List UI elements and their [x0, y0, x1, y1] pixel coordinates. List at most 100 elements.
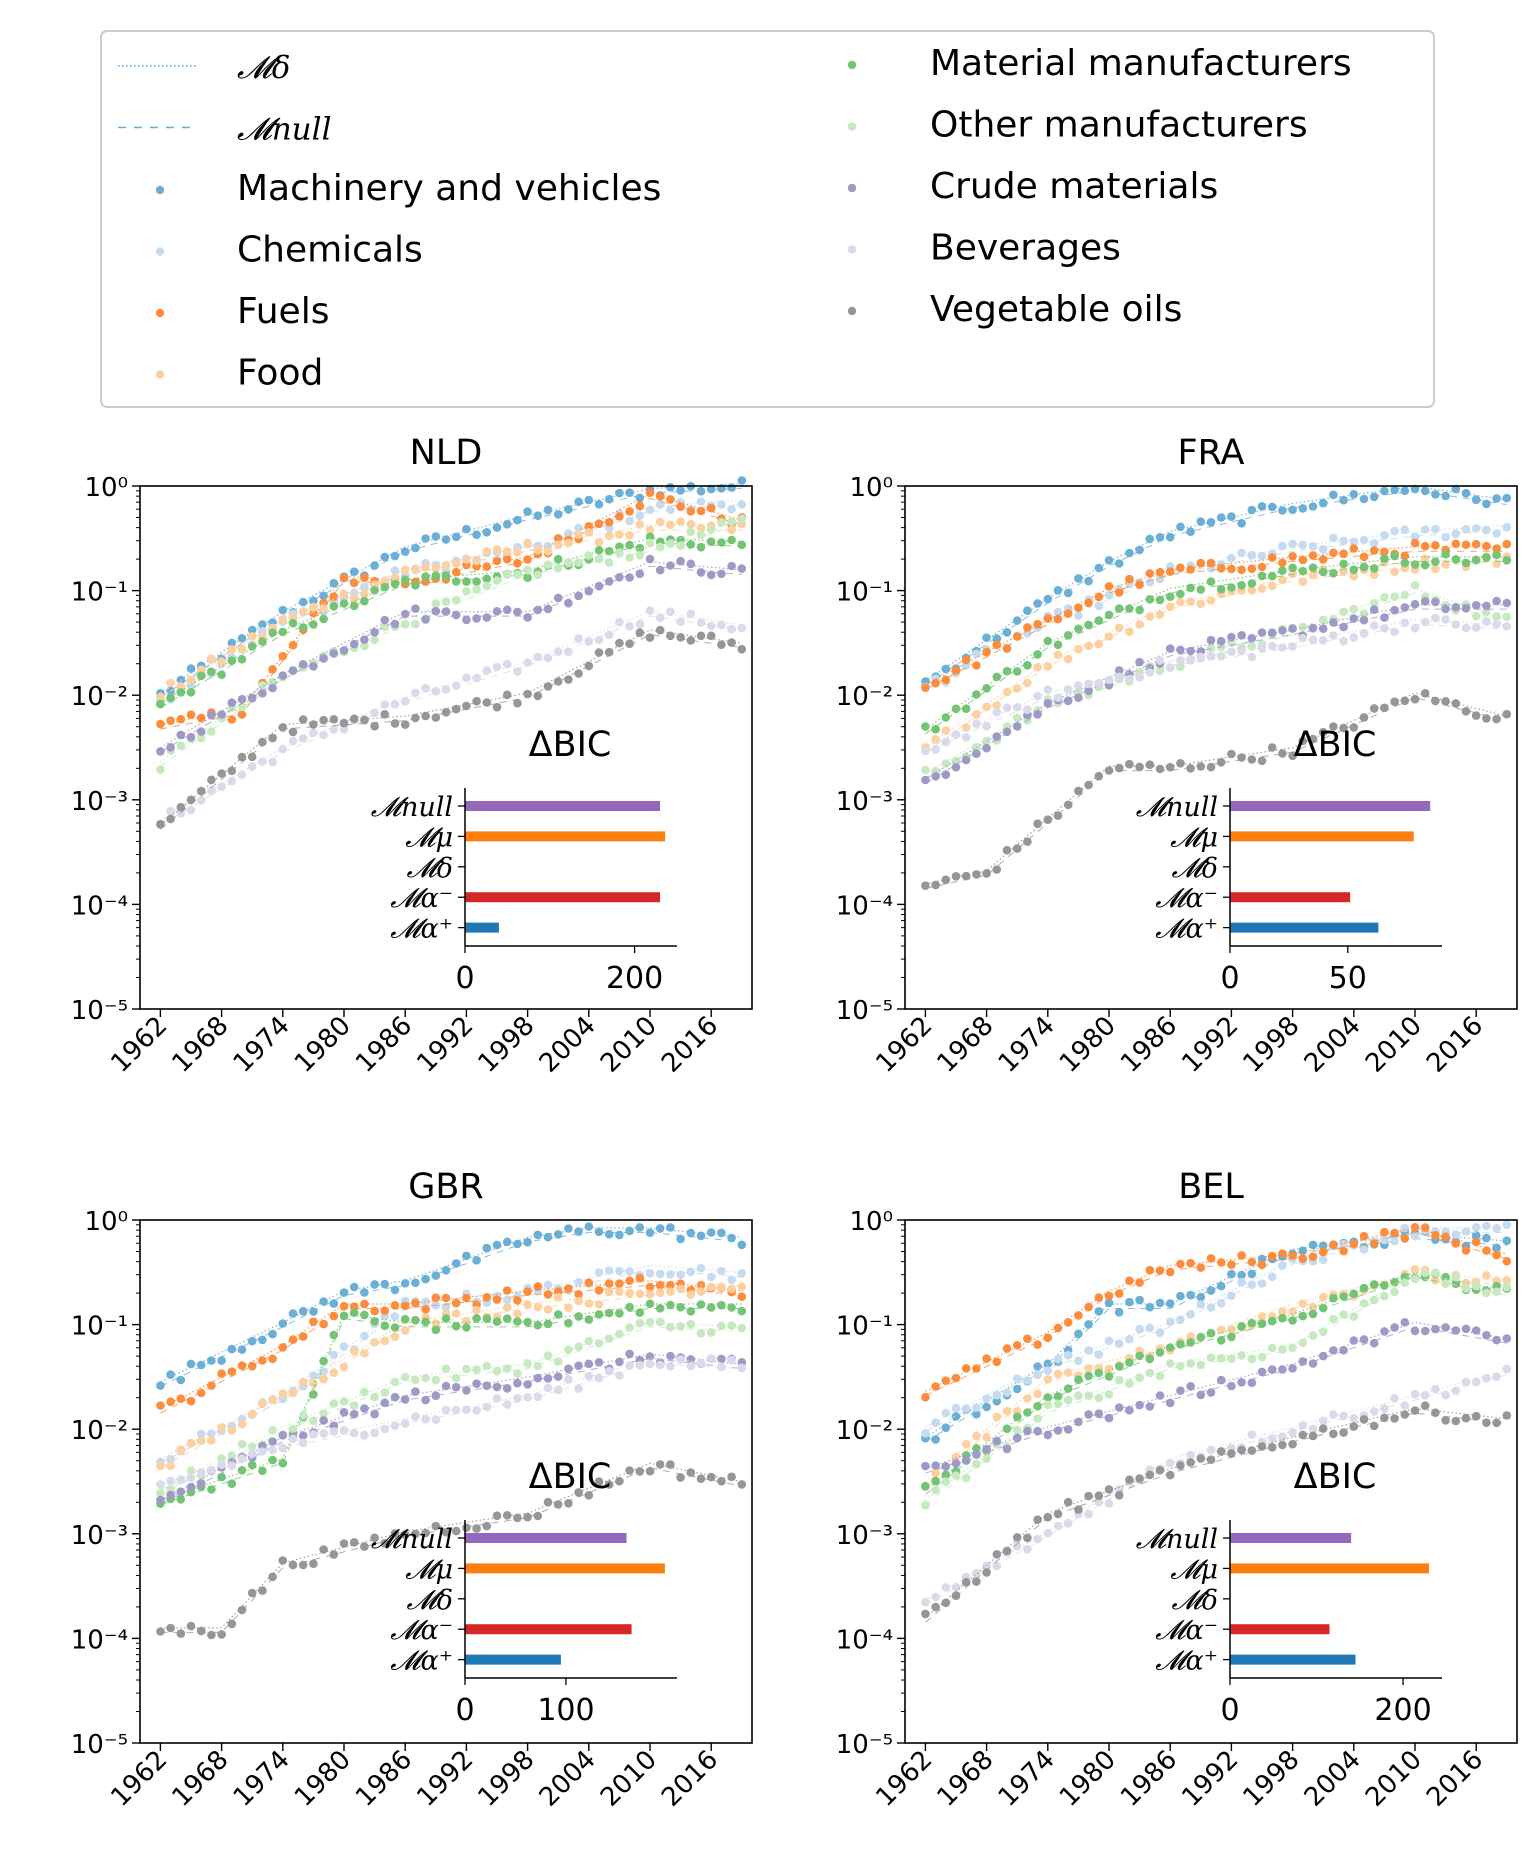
data-point	[1257, 1260, 1267, 1270]
data-point	[1196, 1263, 1206, 1272]
data-point	[370, 1338, 379, 1347]
data-point	[574, 1277, 583, 1287]
data-point	[574, 1488, 583, 1497]
data-point	[247, 1449, 257, 1458]
data-point	[737, 1323, 747, 1333]
data-point	[156, 699, 165, 709]
data-point	[380, 1388, 390, 1397]
data-point	[992, 1550, 1002, 1559]
fit-line-null	[925, 550, 1507, 690]
data-point	[1206, 1388, 1216, 1397]
data-point	[625, 1361, 634, 1370]
data-point	[553, 593, 563, 603]
legend-marker	[847, 60, 857, 70]
data-point	[1247, 1378, 1257, 1387]
data-point	[1125, 574, 1134, 584]
data-point	[717, 1476, 726, 1486]
data-point	[186, 688, 196, 697]
data-point	[604, 1229, 614, 1239]
data-point	[247, 1442, 257, 1452]
inset-x-tick-label: 0	[1220, 961, 1239, 996]
data-point	[380, 1279, 390, 1289]
data-point	[390, 1377, 400, 1387]
data-point	[1155, 533, 1165, 542]
data-point	[1390, 485, 1399, 495]
data-point	[1257, 1352, 1267, 1362]
data-point	[1278, 1249, 1287, 1258]
data-point	[1084, 576, 1093, 586]
data-point	[1318, 1351, 1328, 1361]
data-point	[309, 1371, 318, 1380]
data-point	[1380, 1281, 1389, 1290]
data-point	[217, 769, 226, 778]
data-point	[931, 1476, 940, 1486]
data-point	[1227, 749, 1236, 759]
data-point	[1267, 1443, 1277, 1452]
data-point	[655, 1360, 665, 1370]
data-point	[411, 713, 420, 723]
data-point	[247, 1588, 257, 1598]
data-point	[319, 1416, 328, 1425]
data-point	[982, 702, 991, 712]
data-point	[1380, 592, 1389, 602]
data-point	[1380, 547, 1389, 557]
data-point	[329, 1368, 339, 1378]
data-point	[1318, 1292, 1328, 1302]
data-point	[1145, 1323, 1155, 1333]
data-point	[533, 1302, 543, 1312]
data-point	[1145, 534, 1155, 544]
data-point	[492, 662, 502, 672]
data-point	[298, 1306, 308, 1316]
data-point	[1114, 763, 1124, 773]
data-point	[1084, 598, 1093, 608]
data-point	[421, 534, 430, 543]
data-point	[523, 1380, 532, 1389]
fit-line-delta	[925, 1321, 1507, 1470]
data-point	[1400, 590, 1410, 600]
data-point	[625, 1276, 634, 1285]
data-point	[655, 1269, 665, 1279]
data-point	[1380, 1413, 1389, 1423]
data-point	[1053, 1521, 1063, 1531]
data-point	[166, 1461, 175, 1470]
data-point	[451, 610, 461, 620]
data-point	[1063, 696, 1073, 705]
data-point	[1176, 1386, 1185, 1395]
data-point	[696, 1263, 706, 1273]
data-point	[992, 1390, 1002, 1400]
data-point	[1023, 1394, 1032, 1403]
data-point	[1012, 1533, 1022, 1542]
data-point	[247, 752, 257, 762]
data-point	[1349, 1336, 1359, 1345]
data-point	[1431, 564, 1440, 574]
data-point	[1155, 764, 1165, 774]
data-point	[462, 673, 471, 683]
data-point	[523, 658, 532, 667]
data-point	[380, 552, 390, 562]
data-point	[431, 713, 441, 722]
data-point	[1043, 662, 1053, 671]
data-point	[390, 1529, 400, 1538]
data-point	[502, 1384, 512, 1393]
data-point	[1369, 1295, 1379, 1305]
data-point	[1125, 1358, 1134, 1367]
data-point	[1135, 1295, 1144, 1305]
data-point	[972, 1364, 981, 1373]
data-point	[1074, 687, 1083, 697]
series-material-manufacturers	[156, 1299, 747, 1508]
data-point	[258, 1586, 267, 1595]
data-point	[1308, 1240, 1318, 1250]
data-point	[1431, 490, 1440, 499]
data-point	[1349, 490, 1359, 499]
data-point	[655, 565, 665, 575]
data-point	[1502, 1364, 1512, 1374]
data-point	[1288, 505, 1297, 515]
data-point	[676, 502, 685, 512]
data-point	[1502, 539, 1512, 549]
data-point	[319, 591, 328, 601]
data-point	[921, 722, 930, 731]
data-point	[604, 1480, 614, 1489]
data-point	[207, 1466, 216, 1475]
data-point	[717, 1321, 726, 1331]
data-point	[941, 1477, 951, 1486]
